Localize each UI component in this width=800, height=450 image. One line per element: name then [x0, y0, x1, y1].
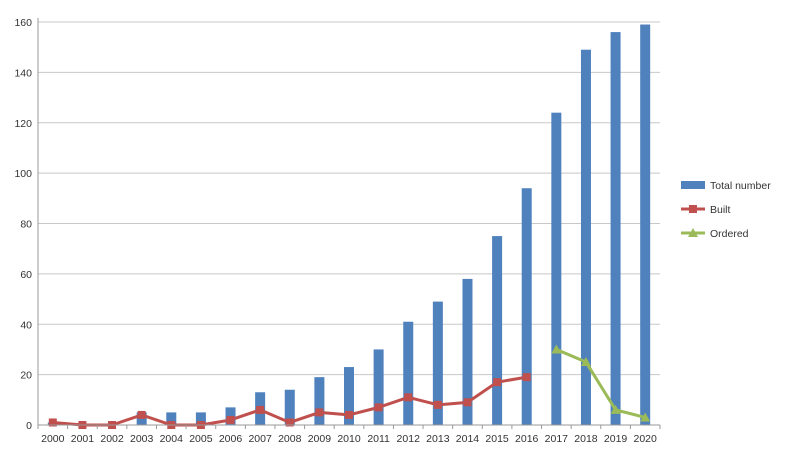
- square-marker: [493, 378, 502, 387]
- triangle-marker: [551, 344, 562, 354]
- square-marker: [374, 403, 383, 412]
- bar: [521, 188, 532, 425]
- y-tick-label: 20: [20, 370, 32, 382]
- legend-label: Ordered: [710, 228, 749, 240]
- bar: [373, 349, 384, 425]
- bar: [314, 377, 325, 425]
- bar: [403, 321, 414, 425]
- y-tick-label: 60: [20, 269, 32, 281]
- bar: [580, 49, 591, 426]
- square-marker: [285, 418, 294, 427]
- bar: [462, 278, 473, 425]
- x-tick-label: 2005: [189, 433, 213, 445]
- bar: [195, 412, 206, 425]
- square-marker: [256, 405, 265, 414]
- square-marker: [226, 415, 235, 424]
- x-tick-label: 2000: [41, 433, 65, 445]
- triangle-marker: [580, 357, 591, 367]
- bar: [492, 236, 503, 425]
- legend-item: Ordered: [681, 228, 749, 240]
- x-tick-label: 2011: [367, 433, 390, 445]
- x-tick-label: 2016: [515, 433, 539, 445]
- x-tick-label: 2018: [574, 433, 598, 445]
- x-tick-label: 2017: [545, 433, 569, 445]
- square-marker: [137, 410, 146, 419]
- x-tick-label: 2008: [278, 433, 302, 445]
- x-tick-label: 2009: [308, 433, 332, 445]
- triangle-marker: [640, 412, 651, 422]
- square-marker: [433, 400, 442, 409]
- y-tick-label: 40: [20, 319, 32, 331]
- x-tick-label: 2006: [219, 433, 243, 445]
- gridlines: [38, 21, 660, 426]
- x-tick-label: 2002: [100, 433, 124, 445]
- legend-item: Total number: [681, 180, 771, 192]
- x-tick-label: 2020: [634, 433, 658, 445]
- x-tick-label: 2007: [248, 433, 272, 445]
- square-marker: [48, 418, 57, 427]
- axes: 0 20 40 60 80 100 120 140 160 2000 2001 2002 2003 200…: [14, 17, 661, 445]
- bars: [47, 24, 651, 426]
- square-marker: [522, 373, 531, 382]
- bar: [166, 412, 177, 425]
- x-tick-label: 2012: [397, 433, 421, 445]
- x-tick-label: 2013: [426, 433, 450, 445]
- square-marker: [315, 408, 324, 417]
- triangle-marker: [610, 404, 621, 414]
- series-line-ordered: [555, 348, 646, 419]
- x-tick-label: 2010: [337, 433, 361, 445]
- x-tick-label: 2001: [71, 433, 95, 445]
- legend-item: Built: [681, 204, 731, 216]
- legend-triangle-marker: [688, 228, 698, 237]
- square-marker: [345, 410, 353, 419]
- square-marker: [404, 393, 413, 402]
- y-tick-label: 120: [14, 118, 32, 130]
- x-tick-label: 2015: [485, 433, 509, 445]
- bar: [551, 112, 562, 426]
- y-tick-label: 80: [20, 219, 32, 231]
- legend-label: Built: [710, 204, 731, 216]
- y-tick-label: 160: [14, 17, 32, 29]
- x-tick-label: 2004: [160, 433, 184, 445]
- x-tick-label: 2014: [456, 433, 480, 445]
- x-tick-label: 2003: [130, 433, 154, 445]
- legend-label: Total number: [710, 180, 771, 192]
- y-tick-label: 100: [14, 168, 32, 180]
- square-marker: [463, 398, 472, 407]
- y-tick-label: 140: [14, 67, 32, 79]
- bar: [284, 389, 295, 425]
- legend-square-marker: [689, 205, 697, 213]
- bar: [432, 301, 443, 425]
- x-tick-label: 2019: [604, 433, 628, 445]
- y-tick-label: 0: [26, 420, 32, 432]
- bar: [344, 367, 354, 425]
- bar: [640, 24, 651, 426]
- bar: [610, 32, 621, 425]
- legend: Total number Built Ordered: [681, 180, 771, 240]
- legend-swatch: [681, 181, 705, 189]
